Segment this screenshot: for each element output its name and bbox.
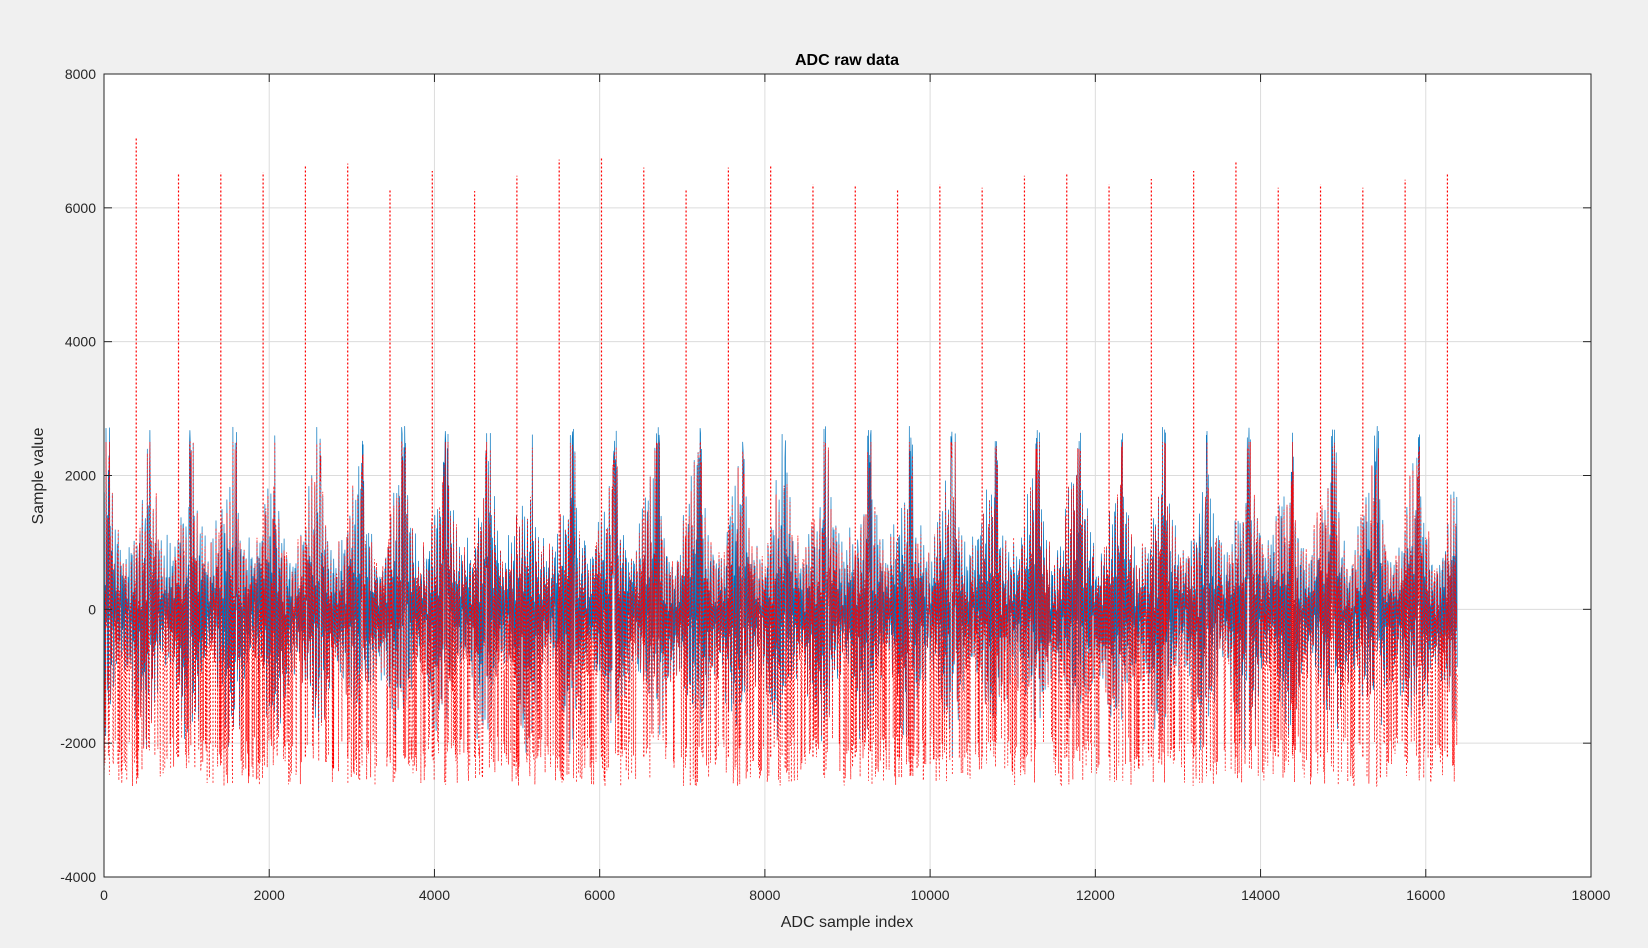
x-tick-label: 6000 bbox=[584, 887, 615, 903]
x-axis-label: ADC sample index bbox=[781, 914, 914, 931]
y-tick-label: 2000 bbox=[65, 468, 96, 484]
y-tick-label: 0 bbox=[88, 601, 96, 617]
chart-title: ADC raw data bbox=[795, 52, 899, 69]
y-tick-label: -2000 bbox=[60, 735, 96, 751]
series-red bbox=[103, 137, 1458, 787]
y-tick-label: 8000 bbox=[65, 66, 96, 82]
x-tick-label: 18000 bbox=[1572, 887, 1611, 903]
x-tick-label: 2000 bbox=[254, 887, 285, 903]
y-tick-label: 4000 bbox=[65, 334, 96, 350]
ticks bbox=[103, 73, 1592, 878]
y-tick-label: -4000 bbox=[60, 869, 96, 885]
x-tick-label: 16000 bbox=[1406, 887, 1445, 903]
tick-labels: 0 2000 4000 6000 8000 10000 12000 14000 16000 180… bbox=[60, 66, 1610, 903]
y-tick-label: 6000 bbox=[65, 200, 96, 216]
y-axis-label: Sample value bbox=[30, 427, 47, 524]
x-tick-label: 8000 bbox=[749, 887, 780, 903]
x-tick-label: 4000 bbox=[419, 887, 450, 903]
x-tick-label: 0 bbox=[100, 887, 108, 903]
series-red-line bbox=[103, 441, 1458, 787]
x-tick-label: 10000 bbox=[911, 887, 950, 903]
x-tick-label: 14000 bbox=[1241, 887, 1280, 903]
x-tick-label: 12000 bbox=[1076, 887, 1115, 903]
